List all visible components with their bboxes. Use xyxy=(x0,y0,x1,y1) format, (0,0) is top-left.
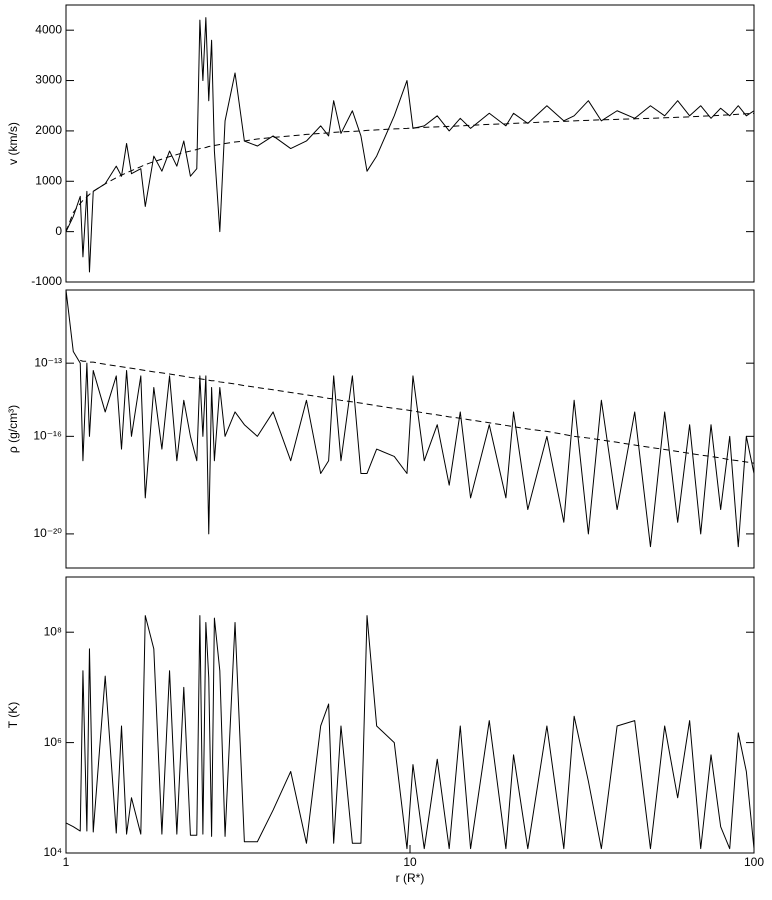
y-tick-label: 10⁻²⁰ xyxy=(34,526,63,540)
x-axis-label: r (R*) xyxy=(396,871,425,885)
y-tick-label: 10⁴ xyxy=(43,845,62,859)
plot-frame xyxy=(65,289,755,569)
y-tick-label: 4000 xyxy=(35,22,62,36)
y-tick-label: 10⁻¹⁶ xyxy=(33,429,62,443)
y-tick-label: 10⁻¹³ xyxy=(34,355,62,369)
data-line xyxy=(66,17,754,273)
y-tick-label: 2000 xyxy=(35,123,62,137)
data-line xyxy=(66,615,754,850)
y-tick-label: -1000 xyxy=(31,274,62,288)
dashed-line xyxy=(66,112,754,232)
dashed-line xyxy=(80,359,754,464)
y-tick-label: 1000 xyxy=(35,173,62,187)
y-tick-label: 3000 xyxy=(35,73,62,87)
x-tick-label: 1 xyxy=(63,855,70,869)
y-tick-label: 10⁶ xyxy=(44,735,62,749)
y-tick-label: 0 xyxy=(55,224,62,238)
y-axis-label: T (K) xyxy=(6,702,20,728)
x-tick-label: 10 xyxy=(403,855,417,869)
x-tick-label: 100 xyxy=(744,855,764,869)
y-tick-label: 10⁸ xyxy=(44,624,62,638)
plot-frame xyxy=(65,4,755,283)
y-axis-label: v (km/s) xyxy=(6,122,20,165)
y-axis-label: ρ (g/cm³) xyxy=(6,405,20,453)
data-line xyxy=(66,290,754,548)
